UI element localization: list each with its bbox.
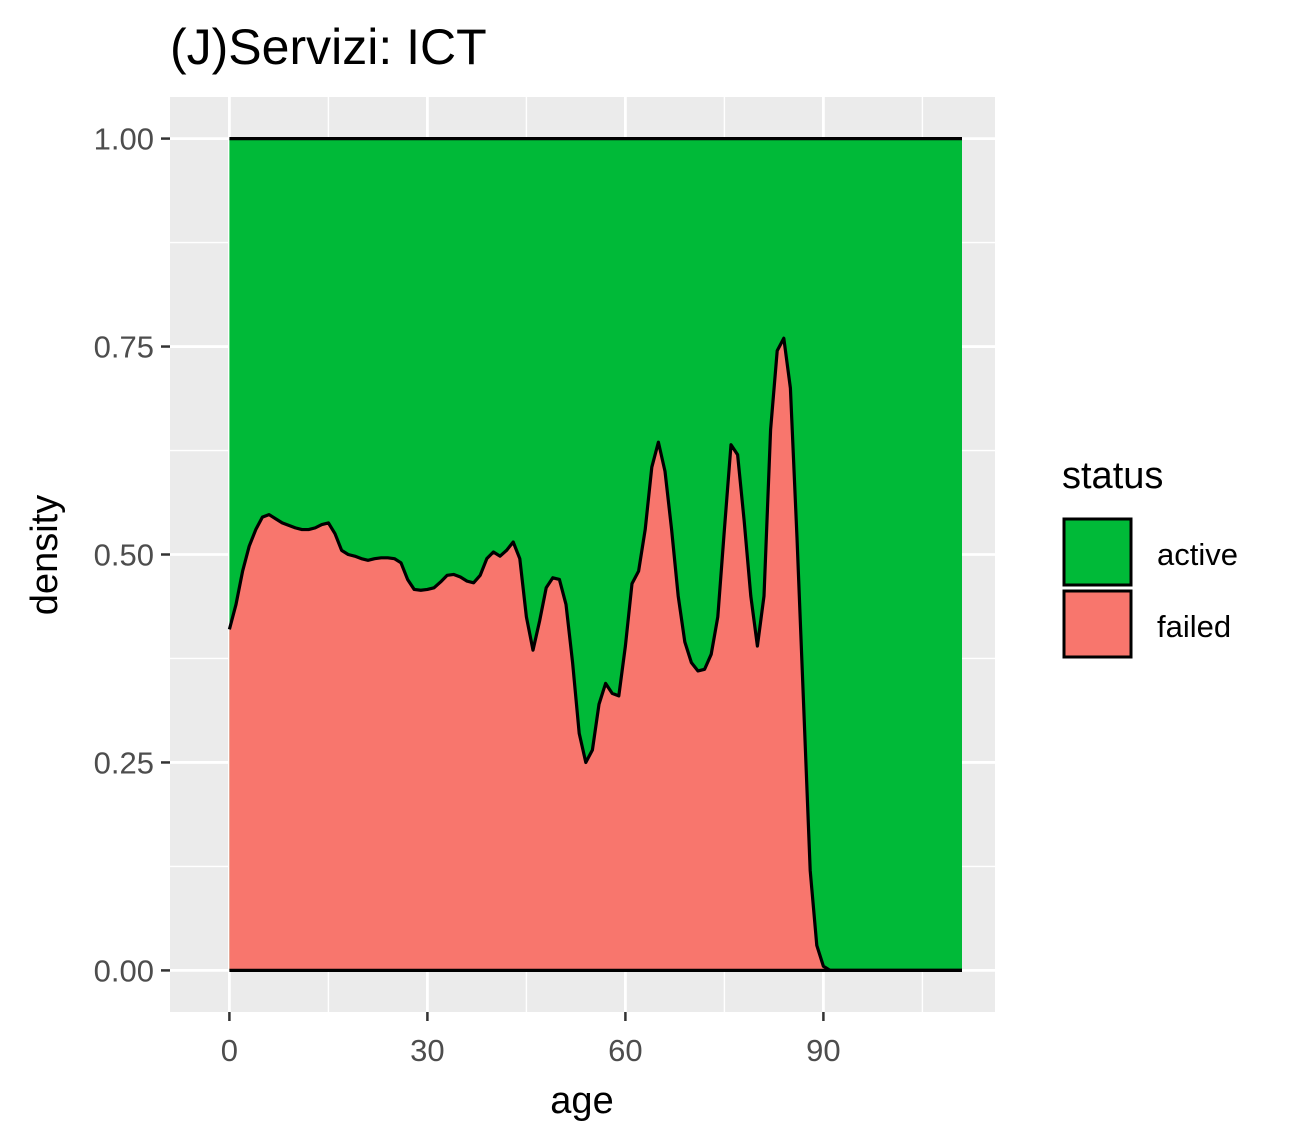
legend-title: status: [1062, 455, 1163, 497]
density-boundary-line: [227, 336, 962, 973]
x-axis: 0 30 60 90: [221, 1012, 841, 1068]
y-axis: 0.00 0.25 0.50 0.75 1.00: [94, 122, 170, 988]
legend-label-active: active: [1157, 537, 1238, 572]
y-tick-label: 0.50: [94, 538, 154, 573]
legend-key-failed: [1062, 589, 1133, 659]
x-tick-label: 90: [806, 1033, 840, 1068]
x-tick-label: 30: [410, 1033, 444, 1068]
x-tick-label: 60: [608, 1033, 642, 1068]
y-tick-label: 0.00: [94, 953, 154, 988]
area-failed: [229, 338, 962, 971]
x-axis-title: age: [550, 1080, 613, 1122]
legend-key-active: [1062, 517, 1133, 587]
y-tick-label: 0.75: [94, 330, 154, 365]
legend-label-failed: failed: [1157, 609, 1231, 644]
x-tick-label: 0: [221, 1033, 238, 1068]
y-tick-label: 1.00: [94, 122, 154, 157]
y-tick-label: 0.25: [94, 745, 154, 780]
y-axis-title: density: [24, 495, 66, 615]
legend: status active failed: [1062, 455, 1238, 659]
chart-title: (J)Servizi: ICT: [170, 19, 487, 75]
